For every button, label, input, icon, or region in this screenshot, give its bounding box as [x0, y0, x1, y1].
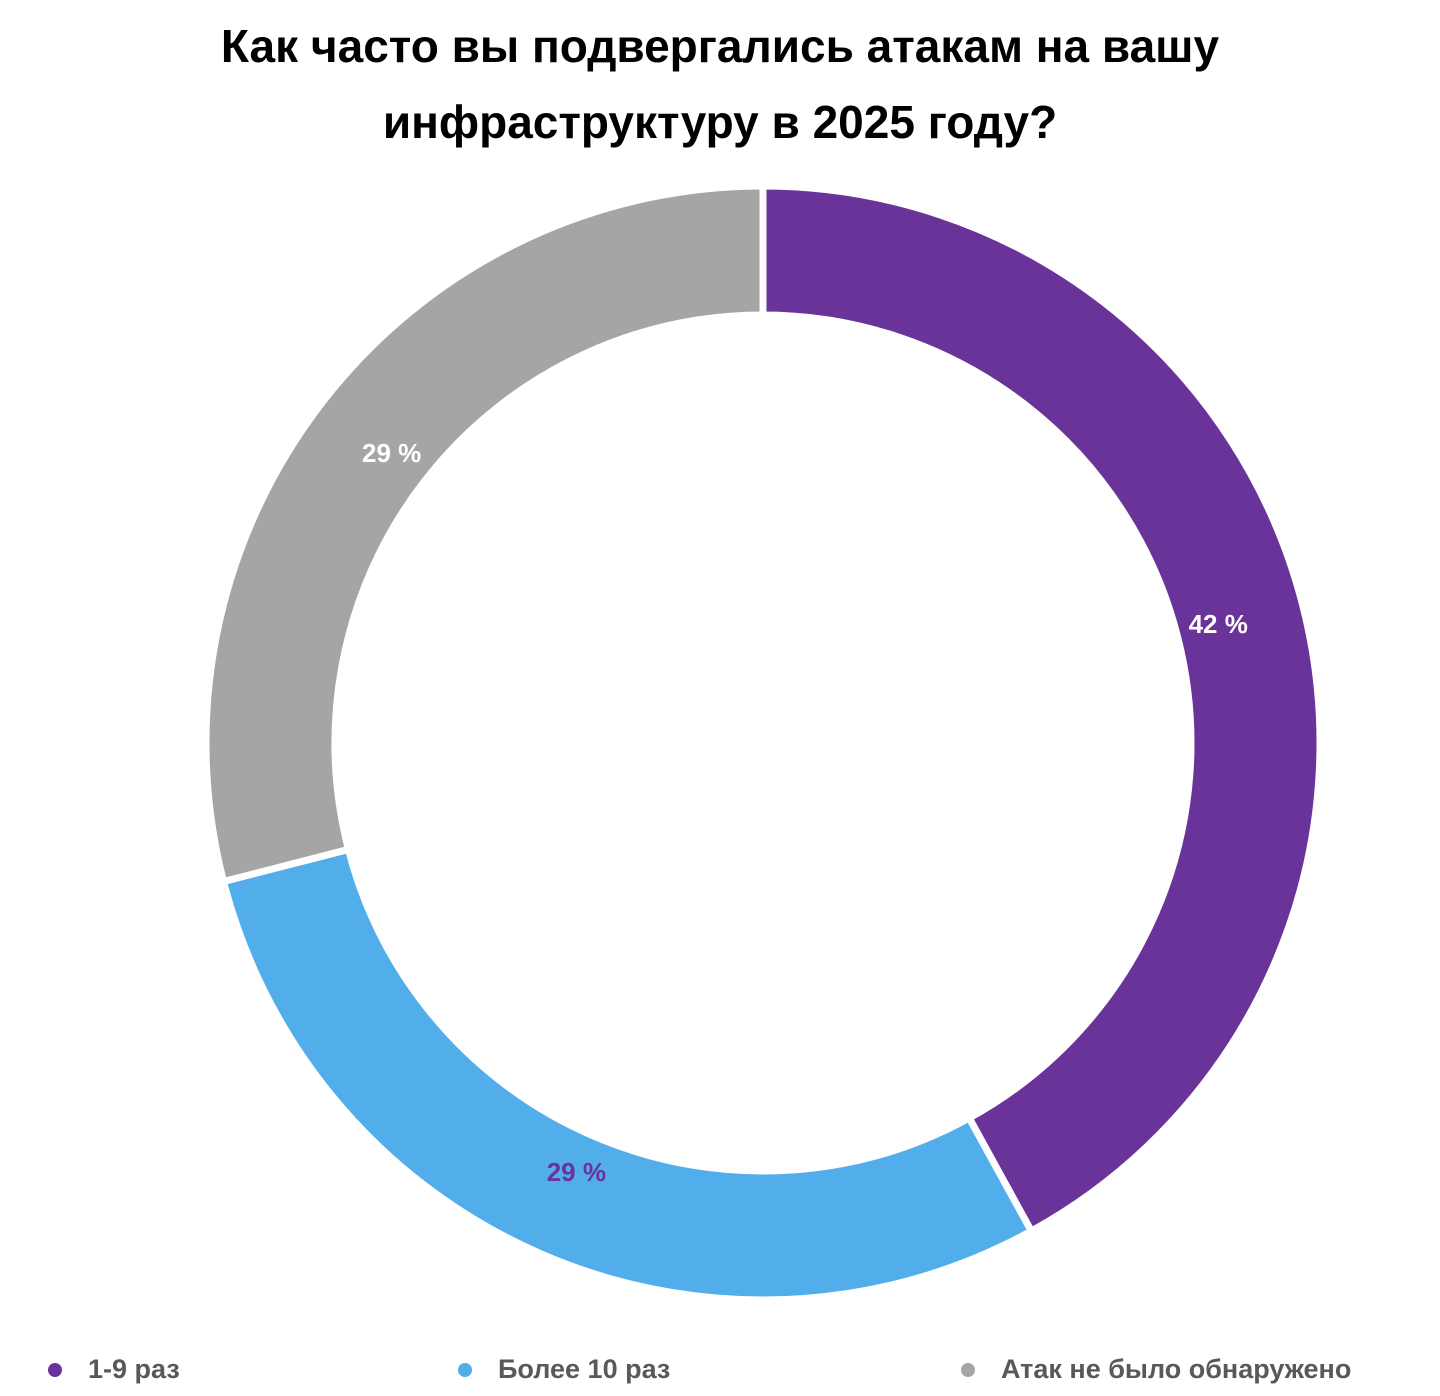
legend-label: Более 10 раз — [498, 1354, 670, 1384]
chart-title: Как часто вы подвергались атакам на вашу… — [220, 20, 1220, 148]
value-label: 29 % — [547, 1157, 606, 1187]
donut-slice — [759, 182, 1324, 1236]
legend-marker — [458, 1363, 472, 1377]
legend-marker — [48, 1363, 62, 1377]
donut-slice — [219, 845, 1037, 1304]
legend-label: Атак не было обнаружено — [1001, 1354, 1351, 1384]
value-label: 29 % — [362, 438, 421, 468]
value-label: 42 % — [1189, 609, 1248, 639]
donut-slice — [202, 182, 767, 886]
legend-marker — [961, 1363, 975, 1377]
legend-label: 1-9 раз — [88, 1354, 180, 1384]
